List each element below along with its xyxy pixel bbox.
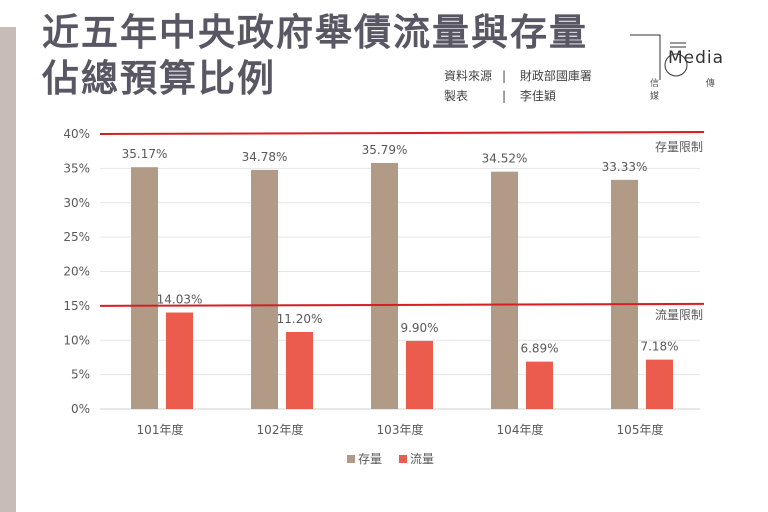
logo-subtext: 信 傳 媒 (650, 79, 737, 102)
bar-stock (491, 171, 518, 409)
source-label: 資料來源 (444, 69, 493, 83)
data-label: 9.90% (400, 321, 438, 335)
x-tick-label: 105年度 (617, 422, 664, 437)
data-label: 35.17% (122, 147, 168, 161)
bar-stock (611, 179, 638, 409)
y-tick-label: 30% (63, 196, 90, 210)
legend-label: 流量 (410, 452, 434, 466)
y-tick-label: 35% (63, 161, 90, 175)
bar-stock (251, 169, 278, 409)
bar-flow (166, 312, 193, 409)
source-info: 資料來源 | 財政部國庫署 製表 | 李佳穎 (444, 66, 592, 106)
maker-label: 製表 (444, 89, 469, 103)
data-label: 34.52% (482, 152, 528, 166)
bar-flow (406, 340, 433, 409)
logo: Media 信 傳 媒 (628, 28, 748, 102)
x-tick-label: 104年度 (497, 422, 544, 437)
x-tick-label: 101年度 (137, 422, 184, 437)
data-label: 7.18% (640, 340, 678, 354)
y-tick-label: 40% (63, 127, 90, 141)
bar-flow (526, 361, 553, 409)
bar-stock (371, 162, 398, 409)
legend-swatch (347, 455, 355, 463)
y-tick-label: 20% (63, 265, 90, 279)
title-line-2: 佔總預算比例 (42, 57, 276, 100)
logo-mark-icon (630, 34, 688, 80)
y-tick-label: 25% (63, 230, 90, 244)
page-title: 近五年中央政府舉債流量與存量 佔總預算比例 (42, 10, 588, 102)
limit-label: 存量限制 (655, 140, 703, 154)
data-label: 11.20% (277, 312, 323, 326)
y-tick-label: 0% (71, 402, 90, 416)
data-label: 35.79% (362, 143, 408, 157)
y-tick-label: 10% (63, 333, 90, 347)
data-label: 6.89% (520, 342, 558, 356)
decorative-strip (0, 27, 16, 512)
x-tick-label: 103年度 (377, 422, 424, 437)
limit-line (99, 131, 705, 135)
bar-flow (646, 359, 673, 409)
data-label: 33.33% (602, 160, 648, 174)
data-label: 14.03% (157, 293, 203, 307)
maker-value: 李佳穎 (519, 89, 556, 103)
y-tick-label: 5% (71, 368, 90, 382)
bar-flow (286, 332, 313, 409)
data-label: 34.78% (242, 150, 288, 164)
limit-label: 流量限制 (655, 308, 703, 322)
legend-label: 存量 (358, 452, 382, 466)
legend-swatch (399, 455, 407, 463)
bar-stock (131, 167, 158, 409)
source-value: 財政部國庫署 (519, 69, 592, 83)
y-tick-label: 15% (63, 299, 90, 313)
limit-line (99, 302, 705, 307)
logo-text: Media (668, 48, 725, 68)
title-line-1: 近五年中央政府舉債流量與存量 (42, 11, 588, 54)
x-tick-label: 102年度 (257, 422, 304, 437)
